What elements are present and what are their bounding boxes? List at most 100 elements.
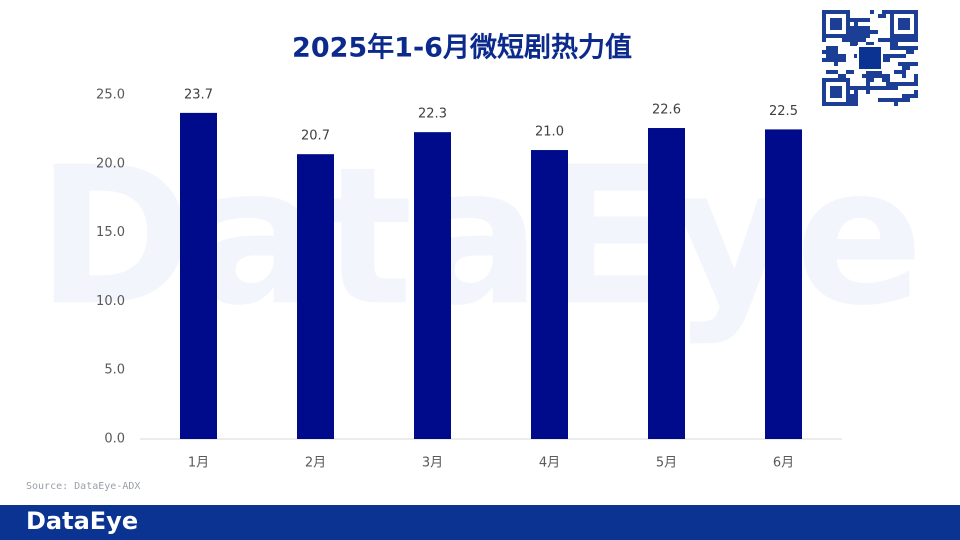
qr-module (902, 70, 906, 74)
qr-module (902, 74, 906, 78)
qr-module (838, 54, 842, 58)
qr-module (910, 38, 914, 42)
qr-module (894, 42, 898, 46)
qr-module (854, 42, 858, 46)
qr-module (878, 38, 882, 42)
qr-module (870, 78, 874, 82)
qr-module (886, 38, 890, 42)
qr-module (906, 46, 910, 50)
qr-module (830, 70, 834, 74)
qr-module (898, 54, 902, 58)
qr-module (866, 18, 870, 22)
qr-module (878, 98, 882, 102)
chart-title: 2025年1-6月微短剧热力值 (292, 32, 632, 64)
qr-module (850, 26, 854, 30)
qr-module (854, 86, 858, 90)
qr-module (834, 70, 838, 74)
qr-module (862, 34, 866, 38)
x-tick-label: 4月 (539, 456, 560, 471)
qr-module (834, 62, 838, 66)
qr-module (850, 70, 854, 74)
bar (531, 150, 568, 440)
qr-module (862, 26, 866, 30)
qr-module (898, 70, 902, 74)
qr-module (910, 94, 914, 98)
qr-module (838, 58, 842, 62)
qr-module (894, 70, 898, 74)
qr-module (906, 66, 910, 70)
bar (648, 128, 685, 440)
qr-module (898, 46, 902, 50)
qr-module (906, 62, 910, 66)
qr-module (850, 42, 854, 46)
qr-module (878, 14, 882, 18)
y-tick-label: 5.0 (104, 363, 125, 378)
qr-module (906, 50, 910, 54)
qr-module (874, 86, 878, 90)
qr-module (906, 82, 910, 86)
y-tick-label: 20.0 (96, 156, 125, 171)
qr-finder-dot (898, 18, 910, 30)
brand-logo: DataEye (26, 507, 138, 535)
qr-module (886, 54, 890, 58)
qr-module (910, 82, 914, 86)
qr-module (910, 50, 914, 54)
qr-module (902, 46, 906, 50)
qr-module (882, 54, 886, 58)
qr-module (866, 82, 870, 86)
qr-finder (822, 10, 850, 38)
qr-module (834, 54, 838, 58)
qr-module (850, 86, 854, 90)
qr-module (882, 38, 886, 42)
qr-module (914, 90, 918, 94)
qr-module (822, 50, 826, 54)
bar (765, 129, 802, 439)
qr-module (894, 46, 898, 50)
qr-module (858, 38, 862, 42)
qr-module (878, 70, 882, 74)
qr-module (834, 46, 838, 50)
qr-module (854, 98, 858, 102)
qr-module (910, 62, 914, 66)
qr-module (850, 94, 854, 98)
qr-module (914, 94, 918, 98)
qr-module (826, 50, 830, 54)
qr-module (906, 38, 910, 42)
qr-module (866, 86, 870, 90)
bar (414, 132, 451, 440)
x-tick-label: 6月 (773, 456, 794, 471)
qr-module (874, 30, 878, 34)
data-label: 20.7 (301, 129, 330, 144)
qr-center (857, 45, 883, 71)
qr-module (914, 62, 918, 66)
qr-module (906, 94, 910, 98)
qr-module (862, 38, 866, 42)
qr-module (854, 102, 858, 106)
qr-module (866, 42, 870, 46)
qr-module (830, 50, 834, 54)
qr-module (870, 30, 874, 34)
qr-module (898, 82, 902, 86)
x-tick-label: 1月 (188, 456, 209, 471)
qr-module (906, 98, 910, 102)
qr-module (914, 78, 918, 82)
qr-module (850, 18, 854, 22)
qr-module (882, 98, 886, 102)
qr-module (902, 38, 906, 42)
qr-module (890, 98, 894, 102)
x-tick-label: 2月 (305, 456, 326, 471)
qr-module (834, 58, 838, 62)
qr-module (846, 70, 850, 74)
qr-module (854, 94, 858, 98)
qr-module (858, 86, 862, 90)
qr-module (886, 58, 890, 62)
qr-module (898, 38, 902, 42)
qr-module (850, 34, 854, 38)
qr-module (822, 38, 826, 42)
qr-module (890, 46, 894, 50)
qr-module (862, 30, 866, 34)
qr-module (842, 74, 846, 78)
data-label: 22.5 (769, 104, 798, 119)
x-tick-label: 5月 (656, 456, 677, 471)
qr-module (862, 86, 866, 90)
